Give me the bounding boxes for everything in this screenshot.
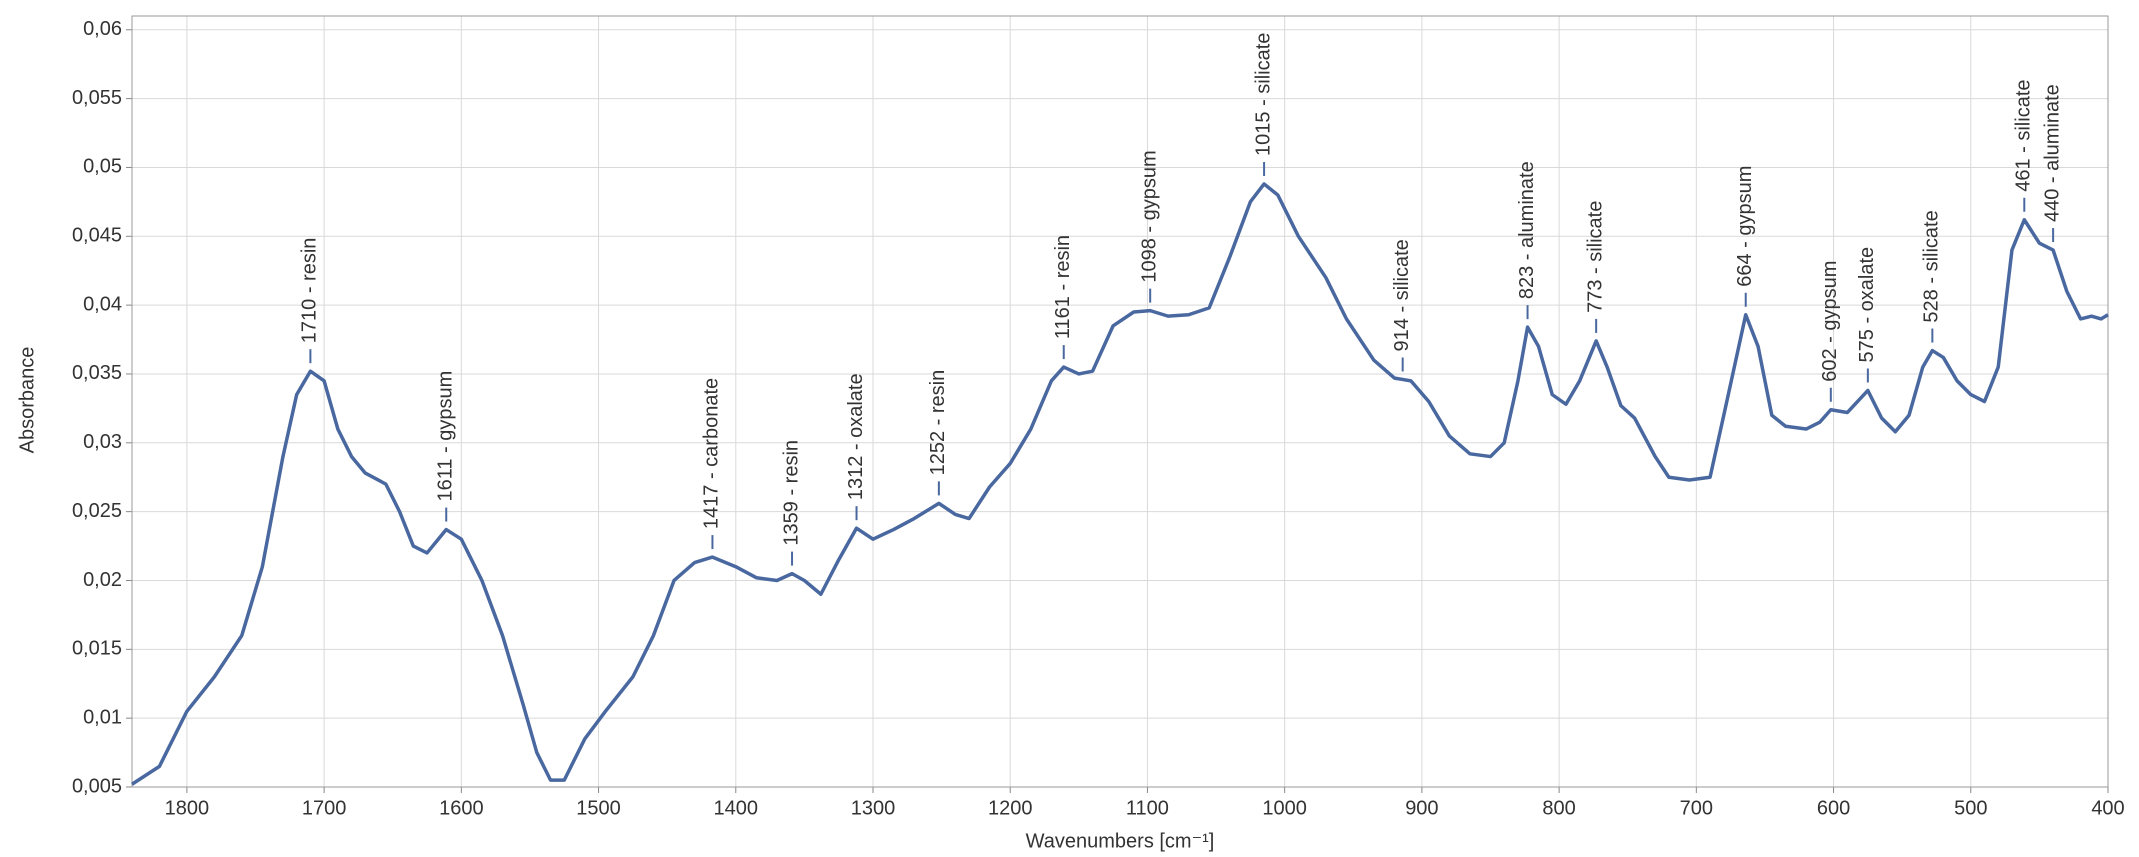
y-tick-label: 0,01 xyxy=(83,706,122,728)
annotation-label: 1161 - resin xyxy=(1052,235,1074,339)
annotation-label: 914 - silicate xyxy=(1391,239,1413,351)
y-tick-label: 0,02 xyxy=(83,569,122,591)
annotation-label: 664 - gypsum xyxy=(1734,166,1756,287)
y-tick-label: 0,015 xyxy=(72,638,122,660)
annotation-label: 1359 - resin xyxy=(780,440,802,546)
annotation-label: 1015 - silicate xyxy=(1252,33,1274,156)
annotation-label: 440 - aluminate xyxy=(2041,84,2063,222)
plot-frame xyxy=(131,15,2109,788)
x-tick-label: 600 xyxy=(1817,797,1850,819)
annotation-label: 1417 - carbonate xyxy=(701,378,723,529)
annotation-label: 528 - silicate xyxy=(1921,210,1943,322)
y-tick-label: 0,03 xyxy=(83,431,122,453)
x-tick-label: 900 xyxy=(1405,797,1438,819)
x-tick-label: 1200 xyxy=(988,797,1033,819)
annotation-label: 1312 - oxalate xyxy=(845,373,867,500)
y-tick-label: 0,055 xyxy=(72,87,122,109)
x-tick-label: 800 xyxy=(1542,797,1575,819)
spectrum-line xyxy=(131,182,2109,786)
x-tick-label: 1600 xyxy=(439,797,484,819)
annotation-label: 1710 - resin xyxy=(299,238,321,344)
x-tick-label: 1500 xyxy=(576,797,621,819)
y-tick-label: 0,06 xyxy=(83,18,122,40)
y-tick-label: 0,045 xyxy=(72,225,122,247)
x-tick-label: 1300 xyxy=(851,797,896,819)
annotation-label: 1252 - resin xyxy=(927,370,949,476)
x-tick-label: 400 xyxy=(2091,797,2124,819)
annotation-label: 823 - aluminate xyxy=(1516,161,1538,299)
y-tick-label: 0,04 xyxy=(83,293,122,315)
annotation-label: 773 - silicate xyxy=(1584,201,1606,313)
x-tick-label: 1800 xyxy=(165,797,210,819)
y-tick-label: 0,035 xyxy=(72,362,122,384)
y-tick-label: 0,05 xyxy=(83,156,122,178)
annotation-label: 575 - oxalate xyxy=(1856,247,1878,363)
annotation-label: 1098 - gypsum xyxy=(1138,150,1160,282)
y-tick-label: 0,005 xyxy=(72,775,122,797)
annotation-label: 461 - silicate xyxy=(2013,79,2035,191)
x-tick-label: 1700 xyxy=(302,797,347,819)
annotation-label: 602 - gypsum xyxy=(1819,261,1841,382)
x-tick-label: 500 xyxy=(1954,797,1987,819)
x-tick-label: 700 xyxy=(1680,797,1713,819)
annotation-label: 1611 - gypsum xyxy=(435,371,457,502)
y-tick-label: 0,025 xyxy=(72,500,122,522)
x-tick-label: 1400 xyxy=(714,797,759,819)
x-axis-label: Wavenumbers [cm⁻¹] xyxy=(1026,830,1215,852)
x-tick-label: 1000 xyxy=(1262,797,1307,819)
x-tick-label: 1100 xyxy=(1126,797,1169,819)
y-axis-label: Absorbance xyxy=(16,347,38,454)
